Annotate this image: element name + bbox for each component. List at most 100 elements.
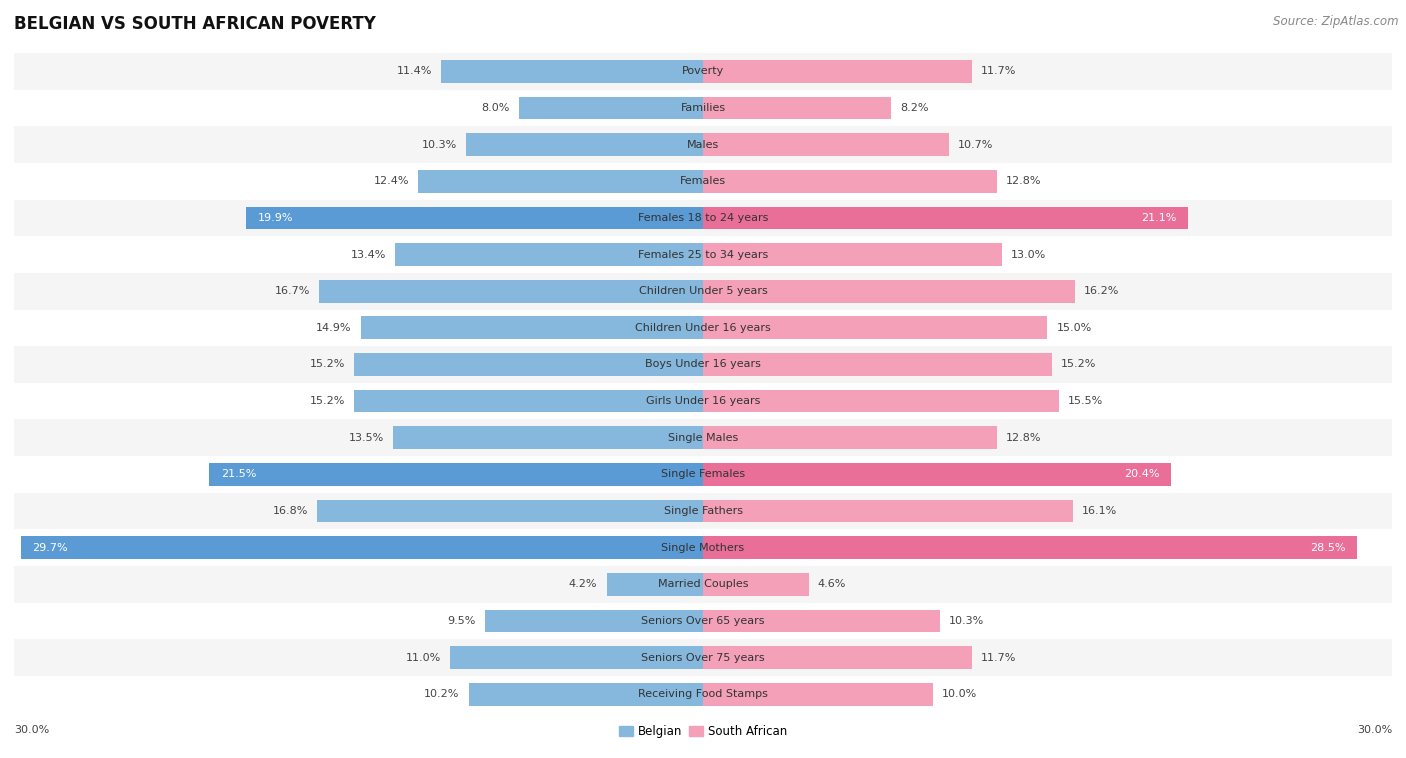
- Text: 16.8%: 16.8%: [273, 506, 308, 516]
- Bar: [703, 97, 891, 119]
- Text: 21.5%: 21.5%: [221, 469, 256, 479]
- Text: 10.2%: 10.2%: [425, 689, 460, 699]
- Bar: [467, 133, 703, 156]
- Text: 15.2%: 15.2%: [309, 396, 344, 406]
- Bar: [703, 207, 1188, 229]
- Bar: [14, 566, 1392, 603]
- Bar: [703, 243, 1001, 266]
- Bar: [703, 390, 1059, 412]
- Text: 11.7%: 11.7%: [981, 653, 1017, 662]
- Text: 8.0%: 8.0%: [482, 103, 510, 113]
- Text: 10.0%: 10.0%: [942, 689, 977, 699]
- Text: Single Mothers: Single Mothers: [661, 543, 745, 553]
- Bar: [361, 317, 703, 339]
- Bar: [441, 60, 703, 83]
- Bar: [209, 463, 703, 486]
- Text: 9.5%: 9.5%: [447, 616, 475, 626]
- Text: Single Males: Single Males: [668, 433, 738, 443]
- Text: 11.0%: 11.0%: [406, 653, 441, 662]
- Bar: [319, 280, 703, 302]
- Text: 4.2%: 4.2%: [569, 579, 598, 589]
- Text: Boys Under 16 years: Boys Under 16 years: [645, 359, 761, 369]
- Text: Source: ZipAtlas.com: Source: ZipAtlas.com: [1274, 15, 1399, 28]
- Bar: [703, 317, 1047, 339]
- Bar: [14, 639, 1392, 676]
- Bar: [703, 647, 972, 669]
- Bar: [418, 170, 703, 193]
- Text: Married Couples: Married Couples: [658, 579, 748, 589]
- Bar: [14, 127, 1392, 163]
- Bar: [21, 537, 703, 559]
- Bar: [14, 676, 1392, 713]
- Bar: [14, 236, 1392, 273]
- Text: Families: Families: [681, 103, 725, 113]
- Text: Receiving Food Stamps: Receiving Food Stamps: [638, 689, 768, 699]
- Text: 16.7%: 16.7%: [276, 287, 311, 296]
- Bar: [703, 353, 1052, 376]
- Text: 30.0%: 30.0%: [14, 725, 49, 735]
- Bar: [703, 683, 932, 706]
- Text: Females: Females: [681, 177, 725, 186]
- Text: 15.0%: 15.0%: [1057, 323, 1092, 333]
- Bar: [395, 243, 703, 266]
- Text: Males: Males: [688, 139, 718, 149]
- Text: Seniors Over 65 years: Seniors Over 65 years: [641, 616, 765, 626]
- Text: 21.1%: 21.1%: [1140, 213, 1175, 223]
- Text: 19.9%: 19.9%: [257, 213, 292, 223]
- Bar: [14, 309, 1392, 346]
- Legend: Belgian, South African: Belgian, South African: [614, 720, 792, 743]
- Text: 13.5%: 13.5%: [349, 433, 384, 443]
- Bar: [14, 603, 1392, 639]
- Text: 13.4%: 13.4%: [350, 249, 387, 259]
- Text: Poverty: Poverty: [682, 67, 724, 77]
- Text: Children Under 16 years: Children Under 16 years: [636, 323, 770, 333]
- Text: 30.0%: 30.0%: [1357, 725, 1392, 735]
- Bar: [354, 390, 703, 412]
- Bar: [14, 456, 1392, 493]
- Text: 13.0%: 13.0%: [1011, 249, 1046, 259]
- Bar: [485, 609, 703, 632]
- Bar: [703, 500, 1073, 522]
- Bar: [450, 647, 703, 669]
- Bar: [14, 53, 1392, 89]
- Text: Girls Under 16 years: Girls Under 16 years: [645, 396, 761, 406]
- Bar: [354, 353, 703, 376]
- Bar: [14, 163, 1392, 199]
- Bar: [14, 493, 1392, 529]
- Bar: [519, 97, 703, 119]
- Bar: [703, 609, 939, 632]
- Bar: [14, 89, 1392, 127]
- Bar: [703, 573, 808, 596]
- Text: Single Females: Single Females: [661, 469, 745, 479]
- Text: 12.8%: 12.8%: [1007, 433, 1042, 443]
- Bar: [14, 383, 1392, 419]
- Text: 16.1%: 16.1%: [1083, 506, 1118, 516]
- Bar: [606, 573, 703, 596]
- Text: 20.4%: 20.4%: [1125, 469, 1160, 479]
- Text: 11.4%: 11.4%: [396, 67, 432, 77]
- Bar: [246, 207, 703, 229]
- Text: 11.7%: 11.7%: [981, 67, 1017, 77]
- Text: 10.7%: 10.7%: [957, 139, 993, 149]
- Bar: [703, 427, 997, 449]
- Text: 4.6%: 4.6%: [818, 579, 846, 589]
- Text: 12.8%: 12.8%: [1007, 177, 1042, 186]
- Text: 15.2%: 15.2%: [1062, 359, 1097, 369]
- Text: 10.3%: 10.3%: [949, 616, 984, 626]
- Text: 8.2%: 8.2%: [900, 103, 929, 113]
- Text: Seniors Over 75 years: Seniors Over 75 years: [641, 653, 765, 662]
- Bar: [14, 273, 1392, 309]
- Bar: [703, 280, 1076, 302]
- Bar: [703, 170, 997, 193]
- Text: 10.3%: 10.3%: [422, 139, 457, 149]
- Bar: [14, 199, 1392, 236]
- Bar: [703, 133, 949, 156]
- Bar: [703, 463, 1171, 486]
- Text: 14.9%: 14.9%: [316, 323, 352, 333]
- Text: Single Fathers: Single Fathers: [664, 506, 742, 516]
- Bar: [14, 529, 1392, 566]
- Bar: [703, 537, 1358, 559]
- Text: Females 25 to 34 years: Females 25 to 34 years: [638, 249, 768, 259]
- Text: BELGIAN VS SOUTH AFRICAN POVERTY: BELGIAN VS SOUTH AFRICAN POVERTY: [14, 15, 375, 33]
- Text: 29.7%: 29.7%: [32, 543, 67, 553]
